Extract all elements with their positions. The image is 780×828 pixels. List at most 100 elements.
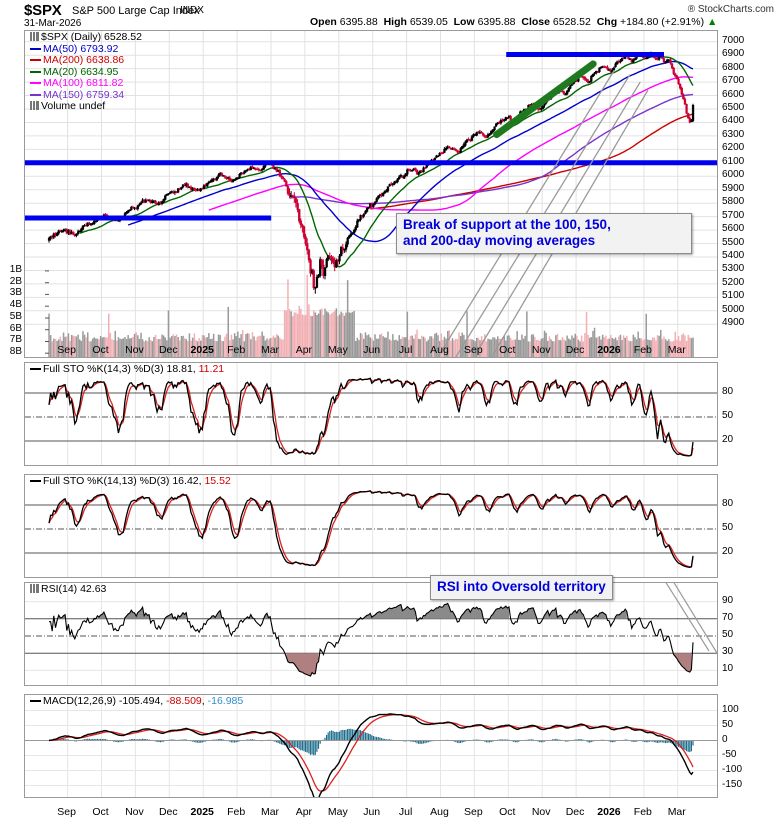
x-axis-label-mar: Mar: [667, 344, 686, 356]
price-axis-tick: 6700: [722, 75, 745, 87]
x-axis-label-aug: Aug: [430, 344, 449, 356]
price-axis-tick: 4900: [722, 317, 745, 329]
ma20-swatch-icon: [30, 70, 41, 73]
legend-ma200: MA(200) 6638.86: [43, 54, 125, 66]
macd-legend: MACD(12,26,9) -105.494, -88.509, -16.985: [30, 695, 244, 708]
low-label: Low: [453, 16, 475, 28]
close-value: 6528.52: [552, 16, 591, 28]
low-value: 6395.88: [477, 16, 516, 28]
macd-signal-value: -88.509: [166, 695, 202, 707]
legend-ma100-row: MA(100) 6811.82: [30, 77, 142, 90]
x-axis-label-bottom-mar: Mar: [667, 806, 686, 818]
stoch-fast-legend-row: Full STO %K(14,3) %D(3) 18.81, 11.21: [30, 363, 224, 376]
stoch-fast-label: Full STO %K(14,3) %D(3) 18.81,: [43, 363, 196, 375]
stoch-slow-d-value: 15.52: [204, 475, 231, 487]
ma200-swatch-icon: [30, 59, 41, 61]
symbol-ticker: $SPX: [24, 2, 62, 19]
open-label: Open: [310, 16, 337, 28]
legend-volume-row: Volume undef: [30, 100, 142, 113]
macd-panel[interactable]: [24, 694, 718, 798]
volume-axis-tick: 5B: [9, 310, 22, 322]
legend-title-row: $SPX (Daily) 6528.52: [30, 31, 142, 44]
symbol-exchange: INDX: [180, 5, 204, 16]
x-axis-label-feb: Feb: [227, 344, 246, 356]
rsi-mountain-icon: [30, 584, 39, 593]
rsi-legend: RSI(14) 42.63: [30, 583, 107, 596]
price-chart-panel[interactable]: [24, 30, 718, 358]
x-axis-label-mar: Mar: [260, 344, 280, 356]
price-axis-tick: 7000: [722, 34, 745, 46]
volume-axis-tick: 6B: [9, 322, 22, 334]
legend-ma150: MA(150) 6759.34: [43, 88, 125, 101]
price-axis-tick: 5500: [722, 236, 745, 248]
open-value: 6395.88: [339, 16, 378, 28]
x-axis-label-bottom-dec: Dec: [565, 806, 585, 818]
macd-hist-value: -16.985: [207, 695, 244, 707]
legend-ma20-row: MA(20) 6634.95: [30, 65, 142, 79]
x-axis-label-bottom-nov: Nov: [125, 806, 144, 818]
x-axis-label-bottom-oct: Oct: [92, 806, 109, 818]
x-axis-label-bottom-feb: Feb: [227, 806, 246, 818]
x-axis-label-jun: Jun: [363, 344, 381, 356]
stoch-slow-label: Full STO %K(14,13) %D(3) 16.42,: [43, 475, 202, 487]
x-axis-label-oct: Oct: [499, 344, 516, 356]
stoch-axis-tick: 20: [722, 546, 734, 557]
legend-volume: Volume undef: [41, 100, 106, 112]
annotation-support-break: Break of support at the 100, 150, and 20…: [396, 213, 692, 254]
x-axis-label-bottom-nov: Nov: [531, 806, 551, 818]
volume-axis-tick: 7B: [9, 334, 22, 346]
x-axis-label-nov: Nov: [125, 344, 144, 356]
rsi-axis-tick: 70: [722, 611, 734, 623]
chg-value: +184.80 (+2.91%): [620, 16, 705, 28]
volume-axis-tick: 1B: [9, 263, 22, 275]
macd-axis-tick: 100: [722, 703, 739, 715]
stochastic-slow-panel[interactable]: [24, 474, 718, 578]
rsi-label: RSI(14) 42.63: [41, 583, 107, 595]
rsi-legend-row: RSI(14) 42.63: [30, 583, 107, 596]
price-axis-tick: 5800: [722, 196, 745, 208]
legend-ma150-row: MA(150) 6759.34: [30, 88, 142, 102]
symbol-name: S&P 500 Large Cap Index: [72, 5, 200, 17]
stochastic-fast-panel[interactable]: [24, 362, 718, 466]
price-axis-tick: 6000: [722, 169, 745, 181]
chg-direction-arrow: ▲: [707, 16, 718, 28]
rsi-panel[interactable]: [24, 582, 718, 686]
price-axis-tick: 6100: [722, 155, 745, 167]
ohlc-quote-bar: Open 6395.88 High 6539.05 Low 6395.88 Cl…: [310, 16, 717, 28]
legend-ma50: MA(50) 6793.92: [43, 42, 119, 55]
x-axis-label-bottom-oct: Oct: [499, 806, 516, 818]
x-axis-label-bottom-dec: Dec: [158, 806, 178, 818]
volume-axis-tick: 8B: [9, 346, 22, 358]
stoch-fast-swatch-icon: [30, 368, 41, 370]
x-axis-label-apr: Apr: [295, 344, 313, 356]
price-axis-tick: 6200: [722, 142, 745, 154]
x-axis-label-bottom-mar: Mar: [260, 806, 280, 818]
macd-swatch-icon: [30, 700, 41, 702]
volume-axis-tick: 2B: [9, 275, 22, 287]
x-axis-label-bottom-aug: Aug: [430, 806, 449, 818]
high-label: High: [383, 16, 407, 28]
stoch-axis-tick: 20: [722, 434, 734, 445]
price-axis-tick: 6500: [722, 102, 745, 113]
rsi-axis-tick: 10: [722, 663, 734, 675]
close-label: Close: [521, 16, 550, 28]
stochastic-slow-legend: Full STO %K(14,13) %D(3) 16.42, 15.52: [30, 475, 231, 488]
x-axis-label-oct: Oct: [92, 344, 109, 356]
ma100-swatch-icon: [30, 82, 41, 84]
price-axis-tick: 5200: [722, 276, 745, 288]
legend-ma20: MA(20) 6634.95: [43, 65, 119, 78]
x-axis-label-bottom-feb: Feb: [633, 806, 652, 818]
stochastic-fast-legend: Full STO %K(14,3) %D(3) 18.81, 11.21: [30, 363, 224, 376]
x-axis-label-bottom-jun: Jun: [363, 806, 381, 818]
macd-axis-tick: -150: [722, 778, 743, 790]
x-axis-label-nov: Nov: [531, 344, 551, 356]
price-axis-tick: 5700: [722, 209, 745, 221]
x-axis-label-bottom-sep: Sep: [464, 806, 483, 818]
macd-legend-row: MACD(12,26,9) -105.494, -88.509, -16.985: [30, 695, 244, 708]
legend-title: $SPX (Daily) 6528.52: [41, 31, 142, 43]
price-axis-tick: 5100: [722, 290, 745, 302]
stoch-axis-tick: 50: [722, 522, 734, 533]
price-axis-tick: 6600: [722, 88, 745, 100]
rsi-axis-tick: 30: [722, 646, 734, 658]
x-axis-label-may: May: [327, 344, 348, 356]
